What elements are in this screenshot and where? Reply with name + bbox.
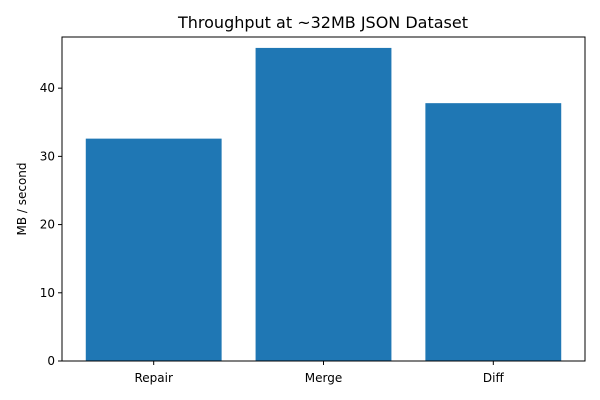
- x-tick-label: Diff: [483, 371, 505, 385]
- bar-repair: [85, 138, 222, 361]
- x-axis: Repair Merge Diff: [134, 361, 504, 385]
- x-tick-label: Merge: [305, 371, 342, 385]
- bar-diff: [425, 103, 562, 361]
- y-axis: 0 10 20 30 40: [40, 81, 62, 368]
- y-tick-label: 20: [40, 218, 55, 232]
- y-tick-label: 10: [40, 286, 55, 300]
- chart-title: Throughput at ~32MB JSON Dataset: [177, 13, 468, 32]
- y-tick-label: 0: [47, 354, 55, 368]
- bars-layer: [85, 47, 562, 361]
- plot-area-frame: [61, 36, 586, 362]
- x-tick-label: Repair: [134, 371, 172, 385]
- bar-merge: [255, 47, 392, 361]
- y-tick-label: 40: [40, 81, 55, 95]
- y-axis-label: MB / second: [15, 162, 29, 235]
- y-tick-label: 30: [40, 149, 55, 163]
